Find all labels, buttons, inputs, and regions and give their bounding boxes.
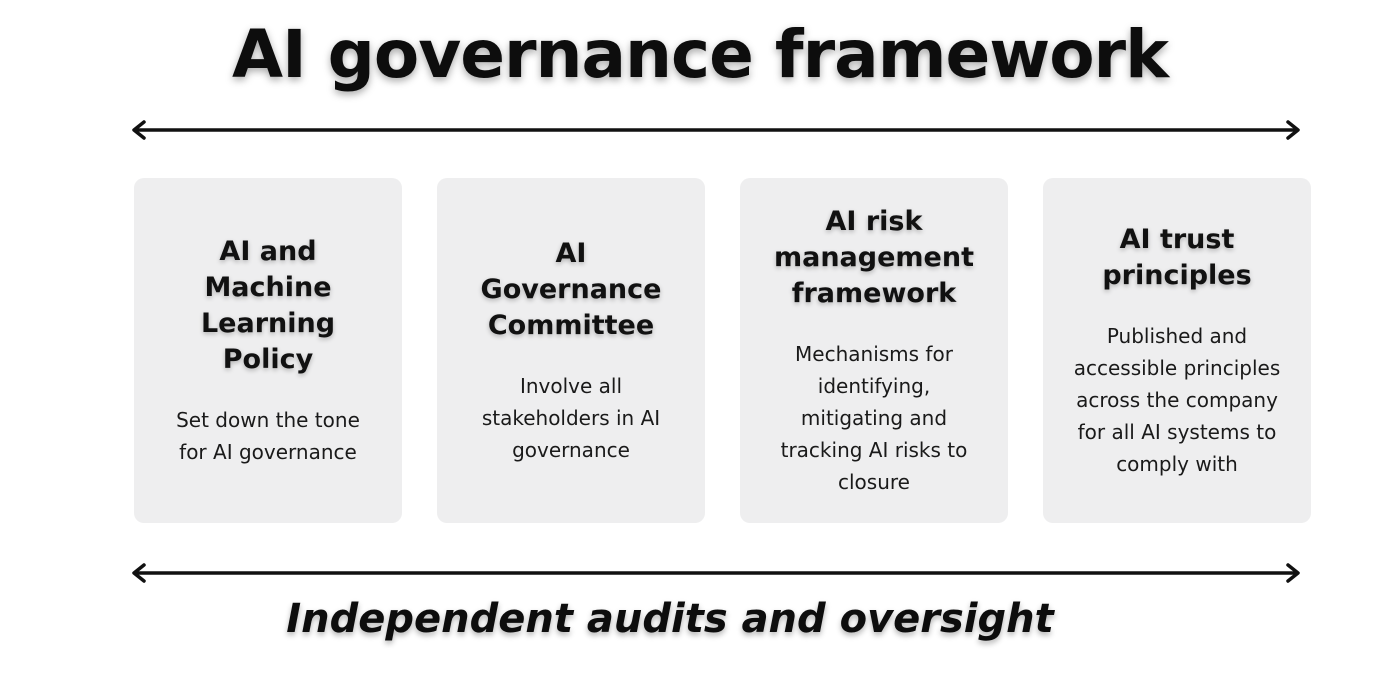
card-risk-management: AI risk management framework Mechanisms … [740,178,1008,523]
double-arrow-bottom [130,563,1302,583]
framework-cards: AI and Machine Learning Policy Set down … [134,178,1312,523]
card-description: Published and accessible principles acro… [1073,323,1281,476]
card-heading: AI risk management framework [773,205,974,309]
double-arrow-top [130,120,1302,140]
card-description: Mechanisms for identifying, mitigating a… [780,341,968,494]
card-trust-principles: AI trust principles Published and access… [1043,178,1311,523]
card-heading: AI trust principles [1102,223,1252,291]
card-ml-policy: AI and Machine Learning Policy Set down … [134,178,402,523]
card-description: Set down the tone for AI governance [176,407,360,464]
card-description: Involve all stakeholders in AI governanc… [481,373,661,462]
card-heading: AI Governance Committee [480,237,662,341]
page-title: AI governance framework [232,16,1169,93]
card-heading: AI and Machine Learning Policy [200,235,336,375]
footer-caption: Independent audits and oversight [286,596,1054,642]
card-governance-committee: AI Governance Committee Involve all stak… [437,178,705,523]
